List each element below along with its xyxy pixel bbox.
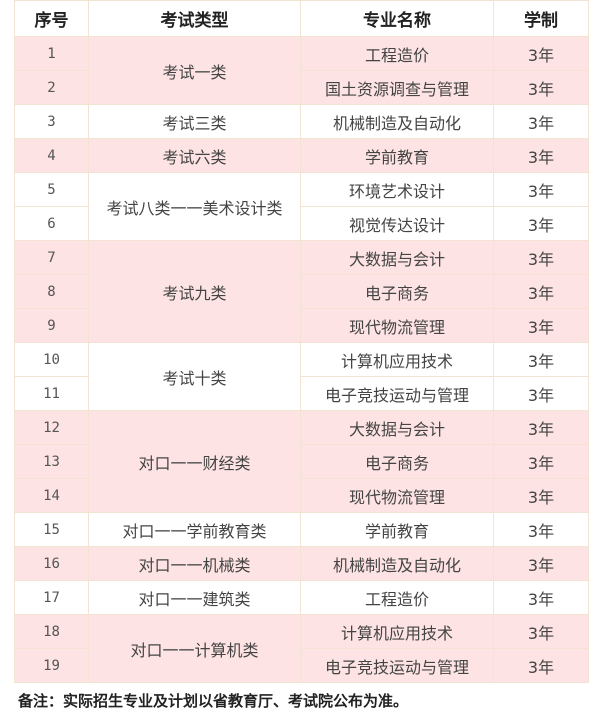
table-row: 17 对口一一建筑类 工程造价 3年	[14, 580, 589, 615]
major-name-cell: 机械制造及自动化	[300, 104, 494, 139]
major-name-cell: 视觉传达设计	[300, 206, 494, 241]
major-name-cell: 电子竞技运动与管理	[300, 376, 494, 411]
row-number: 4	[14, 138, 89, 173]
exam-type-cell: 考试八类一一美术设计类	[88, 172, 301, 241]
exam-type-cell: 对口一一建筑类	[88, 580, 301, 615]
row-number: 2	[14, 70, 89, 105]
major-name-cell: 学前教育	[300, 512, 494, 547]
duration-cell: 3年	[493, 444, 589, 479]
table-row: 4 考试六类 学前教育 3年	[14, 138, 589, 173]
row-number: 10	[14, 342, 89, 377]
table-row: 14 现代物流管理 3年	[14, 478, 589, 513]
exam-type-cell: 考试一类	[88, 36, 301, 105]
duration-cell: 3年	[493, 274, 589, 309]
duration-cell: 3年	[493, 478, 589, 513]
major-name-cell: 工程造价	[300, 580, 494, 615]
duration-cell: 3年	[493, 512, 589, 547]
major-name-cell: 环境艺术设计	[300, 172, 494, 207]
exam-type-cell: 对口一一财经类	[88, 410, 301, 513]
row-number: 19	[14, 648, 89, 683]
duration-cell: 3年	[493, 206, 589, 241]
header-exam-type: 考试类型	[88, 0, 301, 37]
duration-cell: 3年	[493, 410, 589, 445]
row-number: 13	[14, 444, 89, 479]
duration-cell: 3年	[493, 648, 589, 683]
duration-cell: 3年	[493, 580, 589, 615]
duration-cell: 3年	[493, 240, 589, 275]
row-number: 3	[14, 104, 89, 139]
major-name-cell: 计算机应用技术	[300, 342, 494, 377]
row-number: 9	[14, 308, 89, 343]
table-header-row: 序号 考试类型 专业名称 学制	[14, 0, 589, 37]
table-row: 19 电子竞技运动与管理 3年	[14, 648, 589, 683]
enrollment-table: 序号 考试类型 专业名称 学制 1 考试一类 工程造价 3年 2 国土资源调查与管理 3年 3…	[14, 0, 589, 683]
duration-cell: 3年	[493, 138, 589, 173]
exam-type-cell: 对口一一机械类	[88, 546, 301, 581]
row-number: 16	[14, 546, 89, 581]
table-row: 3 考试三类 机械制造及自动化 3年	[14, 104, 589, 139]
table-row: 16 对口一一机械类 机械制造及自动化 3年	[14, 546, 589, 581]
exam-type-cell: 考试三类	[88, 104, 301, 139]
exam-type-cell: 考试六类	[88, 138, 301, 173]
row-number: 1	[14, 36, 89, 71]
exam-type-cell: 考试十类	[88, 342, 301, 411]
duration-cell: 3年	[493, 614, 589, 649]
duration-cell: 3年	[493, 36, 589, 71]
duration-cell: 3年	[493, 376, 589, 411]
table-row: 11 电子竞技运动与管理 3年	[14, 376, 589, 411]
row-number: 11	[14, 376, 89, 411]
table-row: 18 对口一一计算机类 计算机应用技术 3年	[14, 614, 589, 683]
footnote: 备注：实际招生专业及计划以省教育厅、考试院公布为准。	[18, 692, 409, 710]
table-row: 2 国土资源调查与管理 3年	[14, 70, 589, 105]
major-name-cell: 现代物流管理	[300, 478, 494, 513]
table-row: 1 考试一类 工程造价 3年	[14, 36, 589, 105]
major-name-cell: 大数据与会计	[300, 410, 494, 445]
exam-type-cell: 对口一一计算机类	[88, 614, 301, 683]
header-major: 专业名称	[300, 0, 494, 37]
major-name-cell: 国土资源调查与管理	[300, 70, 494, 105]
table-row: 6 视觉传达设计 3年	[14, 206, 589, 241]
table-row: 10 考试十类 计算机应用技术 3年	[14, 342, 589, 411]
row-number: 18	[14, 614, 89, 649]
table-row: 8 电子商务 3年	[14, 274, 589, 309]
major-name-cell: 电子商务	[300, 444, 494, 479]
row-number: 17	[14, 580, 89, 615]
duration-cell: 3年	[493, 172, 589, 207]
table-row: 7 考试九类 大数据与会计 3年	[14, 240, 589, 343]
duration-cell: 3年	[493, 342, 589, 377]
major-name-cell: 大数据与会计	[300, 240, 494, 275]
row-number: 5	[14, 172, 89, 207]
major-name-cell: 计算机应用技术	[300, 614, 494, 649]
duration-cell: 3年	[493, 308, 589, 343]
exam-type-cell: 对口一一学前教育类	[88, 512, 301, 547]
table-row: 15 对口一一学前教育类 学前教育 3年	[14, 512, 589, 547]
row-number: 6	[14, 206, 89, 241]
major-name-cell: 学前教育	[300, 138, 494, 173]
table-row: 5 考试八类一一美术设计类 环境艺术设计 3年	[14, 172, 589, 241]
header-years: 学制	[493, 0, 589, 37]
row-number: 8	[14, 274, 89, 309]
major-name-cell: 电子竞技运动与管理	[300, 648, 494, 683]
row-number: 7	[14, 240, 89, 275]
row-number: 12	[14, 410, 89, 445]
header-no: 序号	[14, 0, 89, 37]
table-row: 13 电子商务 3年	[14, 444, 589, 479]
enrollment-table-container: 序号 考试类型 专业名称 学制 1 考试一类 工程造价 3年 2 国土资源调查与管理 3年 3…	[14, 0, 589, 720]
major-name-cell: 电子商务	[300, 274, 494, 309]
exam-type-cell: 考试九类	[88, 240, 301, 343]
major-name-cell: 现代物流管理	[300, 308, 494, 343]
row-number: 15	[14, 512, 89, 547]
table-row: 12 对口一一财经类 大数据与会计 3年	[14, 410, 589, 513]
table-row: 9 现代物流管理 3年	[14, 308, 589, 343]
duration-cell: 3年	[493, 70, 589, 105]
major-name-cell: 机械制造及自动化	[300, 546, 494, 581]
duration-cell: 3年	[493, 546, 589, 581]
row-number: 14	[14, 478, 89, 513]
duration-cell: 3年	[493, 104, 589, 139]
major-name-cell: 工程造价	[300, 36, 494, 71]
